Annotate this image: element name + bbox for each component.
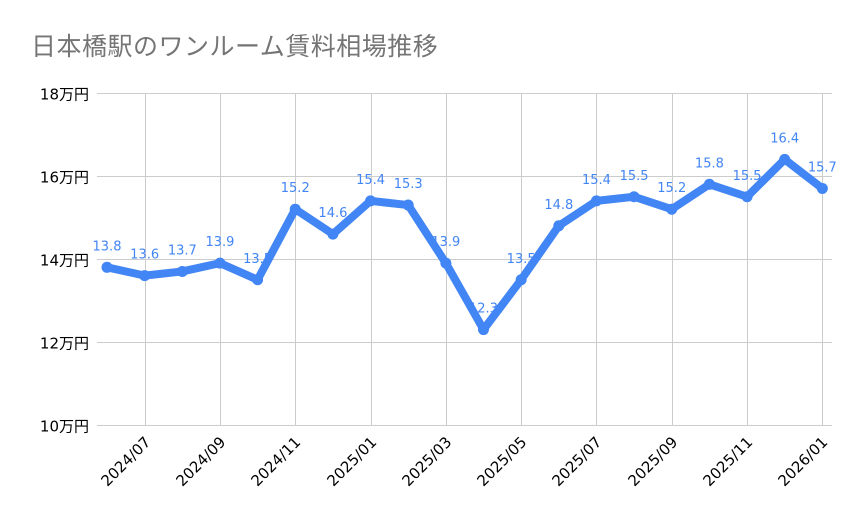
data-point[interactable] [139,270,151,282]
data-point[interactable] [365,195,377,207]
data-point[interactable] [703,178,715,190]
y-tick-label: 10万円 [40,418,89,436]
data-label: 12.3 [469,302,498,317]
data-label: 15.5 [620,169,649,184]
data-point[interactable] [327,228,339,240]
data-series [101,153,828,336]
y-axis: 10万円 12万円 14万円 16万円 18万円 [40,86,89,436]
data-point[interactable] [289,203,301,215]
data-label: 13.7 [168,243,197,258]
data-label: 13.5 [507,252,536,267]
data-label: 13.5 [243,252,272,267]
gridlines [97,93,832,426]
data-point[interactable] [101,261,113,273]
data-label: 16.4 [770,131,799,146]
data-label: 13.9 [431,235,460,250]
data-point[interactable] [440,257,452,269]
data-label: 13.8 [93,239,122,254]
y-tick-label: 12万円 [40,335,89,353]
x-tick-label: 2025/01 [324,433,381,490]
x-tick-label: 2025/11 [700,433,757,490]
data-point[interactable] [515,274,527,286]
data-point[interactable] [478,324,489,336]
data-point[interactable] [741,191,753,203]
data-point[interactable] [214,257,226,269]
y-tick-label: 18万円 [40,86,89,104]
data-point[interactable] [779,153,791,165]
data-label: 13.9 [205,235,234,250]
x-tick-label: 2024/07 [98,433,155,490]
x-tick-label: 2026/01 [775,433,832,490]
y-tick-label: 16万円 [40,169,89,187]
data-label: 15.8 [695,156,724,171]
x-tick-label: 2025/05 [474,433,531,490]
y-tick-label: 14万円 [40,252,89,270]
data-point[interactable] [252,274,264,286]
data-label: 14.8 [544,198,573,213]
data-point[interactable] [628,191,640,203]
data-label: 15.4 [582,173,611,188]
data-label: 15.3 [394,177,423,192]
x-tick-label: 2025/07 [549,433,606,490]
data-point[interactable] [402,199,414,211]
data-point[interactable] [666,203,678,215]
data-label: 13.6 [130,248,159,263]
x-axis: 2024/07 2024/09 2024/11 2025/01 2025/03 2025/… [98,433,832,490]
series-line [103,155,827,334]
data-label: 15.2 [281,181,310,196]
x-tick-label: 2025/09 [625,433,682,490]
data-label: 15.7 [808,160,837,175]
data-point[interactable] [590,195,602,207]
x-tick-label: 2025/03 [399,433,456,490]
data-label: 15.2 [657,181,686,196]
data-label: 15.5 [733,169,762,184]
x-tick-label: 2024/09 [173,433,230,490]
data-label: 14.6 [318,206,347,221]
data-labels: 13.8 13.6 13.7 13.9 13.5 15.2 14.6 15.4 15.3 13.9… [93,131,837,316]
data-point[interactable] [816,182,828,194]
data-label: 15.4 [356,173,385,188]
data-point[interactable] [176,265,188,277]
chart-title: 日本橋駅のワンルーム賃料相場推移 [31,32,439,61]
x-tick-label: 2024/11 [248,433,305,490]
data-point[interactable] [553,220,565,232]
